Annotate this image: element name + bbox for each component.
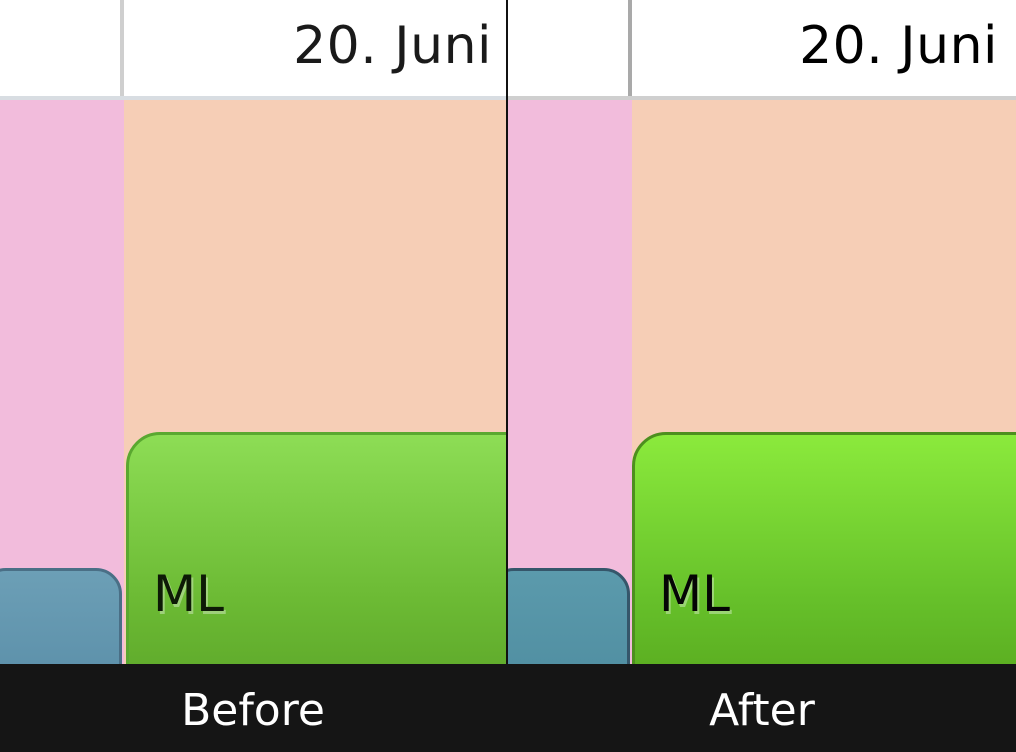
date-header[interactable]: 20. Juni	[293, 16, 492, 76]
event-label: ML	[153, 565, 224, 623]
blue-event[interactable]	[0, 568, 122, 664]
after-panel: 20. Juni ML	[508, 0, 1016, 664]
before-panel: 20. Juni ML	[0, 0, 508, 664]
ml-event[interactable]: ML	[632, 432, 1016, 664]
date-header[interactable]: 20. Juni	[799, 16, 998, 76]
blue-event[interactable]	[508, 568, 630, 664]
after-caption: After	[709, 685, 815, 736]
header-left-cell	[508, 0, 632, 96]
event-label: ML	[659, 565, 730, 623]
calendar-header: 20. Juni	[508, 0, 1016, 100]
ml-event[interactable]: ML	[126, 432, 506, 664]
header-left-cell	[0, 0, 124, 96]
calendar-header: 20. Juni	[0, 0, 506, 100]
before-caption: Before	[181, 685, 325, 736]
